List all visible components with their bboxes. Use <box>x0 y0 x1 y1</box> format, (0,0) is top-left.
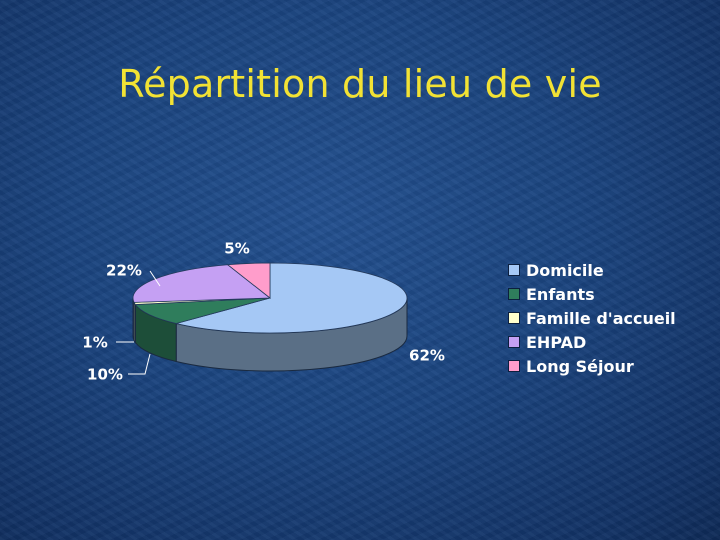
slice-side-ehpad <box>132 297 135 341</box>
legend-item-enfants: Enfants <box>508 282 676 306</box>
legend-item-famille-d-accueil: Famille d'accueil <box>508 306 676 330</box>
legend-swatch <box>508 312 520 324</box>
legend-label: Famille d'accueil <box>526 308 676 328</box>
legend-label: Domicile <box>526 260 604 280</box>
slice-long-sejour <box>226 262 271 299</box>
legend: Domicile Enfants Famille d'accueil EHPAD Lon… <box>508 258 676 378</box>
legend-label: EHPAD <box>526 332 587 352</box>
leader-line-enfants <box>128 353 151 375</box>
slice-domicile <box>176 262 408 334</box>
legend-item-domicile: Domicile <box>508 258 676 282</box>
legend-swatch <box>508 360 520 372</box>
slice-enfants <box>134 297 271 324</box>
data-label-domicile: 62% <box>409 347 445 365</box>
data-label-ehpad: 22% <box>106 262 142 280</box>
legend-label: Long Séjour <box>526 356 634 376</box>
data-label-famille-d-accueil: 1% <box>82 334 107 352</box>
slice-ehpad <box>132 264 272 303</box>
label-leader-lines <box>116 270 161 375</box>
legend-swatch <box>508 264 520 276</box>
legend-item-ehpad: EHPAD <box>508 330 676 354</box>
legend-swatch <box>508 336 520 348</box>
legend-item-long-sejour: Long Séjour <box>508 354 676 378</box>
data-labels: 62% 10% 1% 22% 5% <box>82 240 445 384</box>
data-label-enfants: 10% <box>87 366 123 384</box>
data-label-long-sejour: 5% <box>224 240 249 258</box>
pie-sides <box>132 297 408 372</box>
leader-line-ehpad <box>149 270 161 287</box>
legend-label: Enfants <box>526 284 595 304</box>
legend-swatch <box>508 288 520 300</box>
pie-slices <box>132 262 408 334</box>
slide-title: Répartition du lieu de vie <box>118 62 602 106</box>
